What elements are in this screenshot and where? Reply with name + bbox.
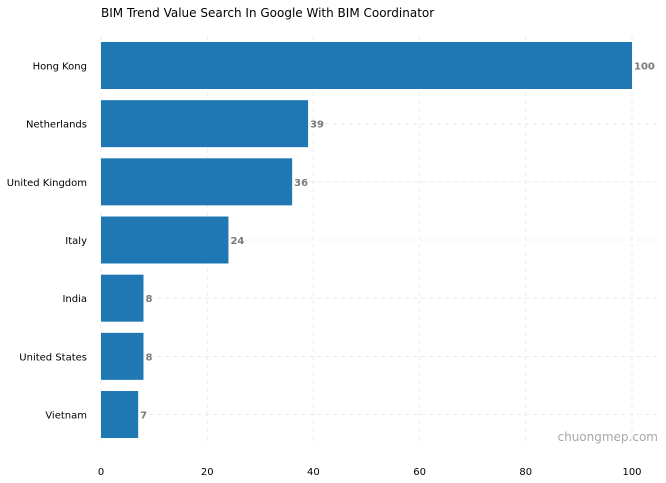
bar-india (101, 274, 144, 322)
x-tick-label-60: 60 (413, 467, 426, 478)
category-label-vietnam: Vietnam (45, 411, 87, 422)
x-axis-ticks: 0 20 40 60 80 100 (98, 467, 642, 478)
category-label-united-kingdom: United Kingdom (7, 178, 87, 189)
bar-netherlands (101, 100, 309, 148)
x-tick-label-80: 80 (519, 467, 532, 478)
bar-vietnam (101, 391, 139, 439)
category-label-hong-kong: Hong Kong (33, 62, 87, 73)
chart-title: BIM Trend Value Search In Google With BI… (101, 6, 434, 20)
category-label-netherlands: Netherlands (26, 120, 87, 131)
value-label-netherlands: 39 (310, 120, 324, 131)
bar-united-states (101, 332, 144, 380)
value-label-hong-kong: 100 (634, 62, 655, 73)
x-tick-label-40: 40 (307, 467, 320, 478)
bars (101, 42, 632, 439)
bar-united-kingdom (101, 158, 293, 206)
value-label-italy: 24 (230, 236, 244, 247)
x-tick-label-0: 0 (98, 467, 104, 478)
value-label-united-states: 8 (145, 352, 152, 363)
category-labels: Hong Kong Netherlands United Kingdom Italy I… (7, 62, 87, 422)
category-label-united-states: United States (19, 352, 87, 363)
value-labels: 100 39 36 24 8 8 7 (140, 62, 655, 422)
category-label-india: India (62, 294, 87, 305)
bar-hong-kong (101, 42, 632, 89)
value-label-india: 8 (145, 294, 152, 305)
category-label-italy: Italy (65, 236, 87, 247)
bar-italy (101, 216, 229, 264)
watermark: chuongmep.com (557, 430, 658, 444)
value-label-vietnam: 7 (140, 411, 147, 422)
value-label-united-kingdom: 36 (294, 178, 308, 189)
x-tick-label-20: 20 (201, 467, 214, 478)
x-tick-label-100: 100 (622, 467, 641, 478)
